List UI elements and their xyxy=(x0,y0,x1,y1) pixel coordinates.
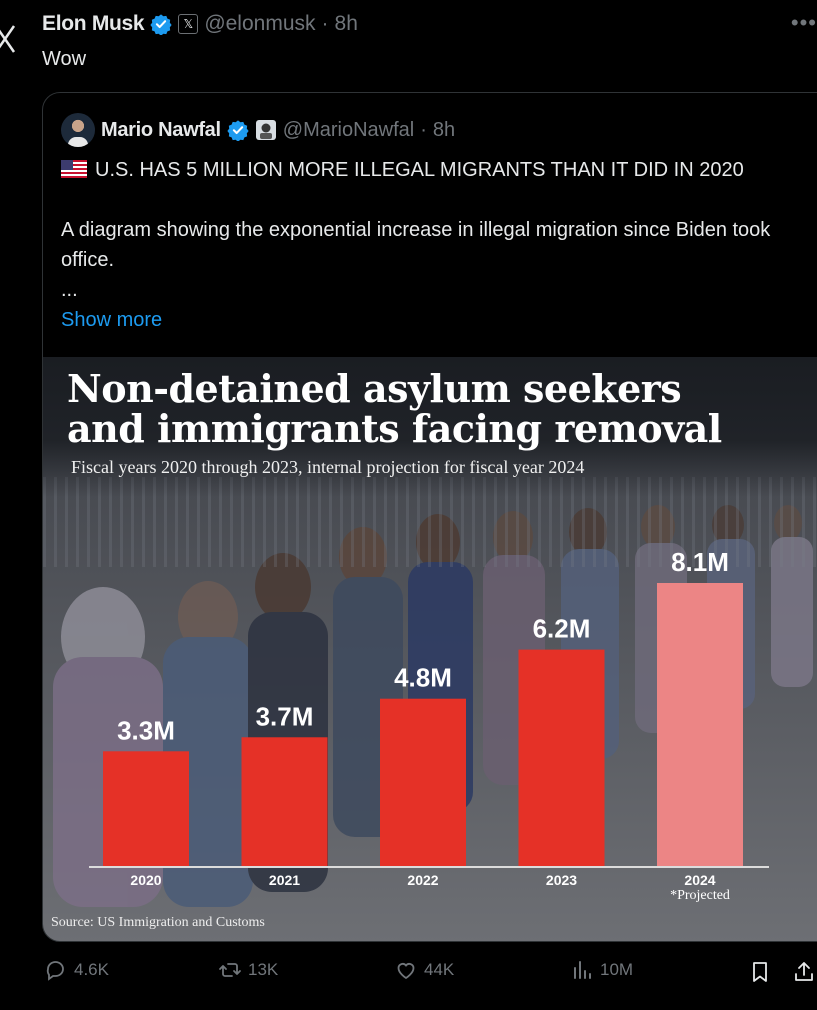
quoted-author-handle[interactable]: @MarioNawfal xyxy=(282,118,415,141)
action-bar: 4.6K 13K 44K 10M xyxy=(0,958,817,998)
data-label-2020: 3.3M xyxy=(117,715,175,745)
chart-subtitle: Fiscal years 2020 through 2023, internal… xyxy=(71,457,585,477)
separator-dot: · xyxy=(321,12,329,35)
post-header: Elon Musk 𝕏 @elonmusk · 8h xyxy=(42,10,358,38)
data-label-2023: 6.2M xyxy=(533,614,591,644)
bar-2024 xyxy=(657,583,743,867)
quoted-post[interactable]: Mario Nawfal @MarioNawfal · 8h U.S. HAS … xyxy=(42,92,817,942)
verified-icon xyxy=(150,14,172,35)
tick-label-2021: 2021 xyxy=(269,872,300,888)
reply-count: 4.6K xyxy=(74,960,109,979)
x-logo-icon[interactable] xyxy=(0,24,18,54)
quoted-post-header: Mario Nawfal @MarioNawfal · 8h xyxy=(61,113,455,147)
us-flag-icon xyxy=(61,160,87,178)
verified-icon xyxy=(227,120,249,141)
repost-count: 13K xyxy=(248,960,279,979)
quoted-post-time[interactable]: 8h xyxy=(432,118,456,141)
chart-source: Source: US Immigration and Customs xyxy=(51,915,265,930)
like-icon xyxy=(397,963,415,980)
more-icon[interactable]: ••• xyxy=(790,10,817,35)
headline-line: U.S. HAS 5 MILLION MORE ILLEGAL MIGRANTS… xyxy=(61,155,801,185)
separator-dot: · xyxy=(420,118,427,141)
chart-title: Non-detained asylum seekers and immigran… xyxy=(67,366,722,451)
projected-note: *Projected xyxy=(670,888,730,903)
repost-icon xyxy=(219,963,241,977)
affiliate-badge-icon[interactable] xyxy=(255,119,277,141)
reply-button[interactable]: 4.6K xyxy=(44,958,109,982)
author-name[interactable]: Elon Musk xyxy=(42,12,145,35)
tick-label-2023: 2023 xyxy=(546,872,577,888)
bar-2020 xyxy=(103,751,189,867)
bar-2023 xyxy=(518,649,605,867)
share-icon[interactable] xyxy=(792,960,816,984)
bar-2021 xyxy=(241,737,328,867)
tick-label-2022: 2022 xyxy=(407,872,438,888)
views-count: 10M xyxy=(600,960,634,979)
ellipsis: ... xyxy=(61,279,78,301)
like-count: 44K xyxy=(424,960,455,979)
author-handle[interactable]: @elonmusk xyxy=(204,12,316,35)
like-button[interactable]: 44K xyxy=(394,958,454,982)
tick-label-2024: 2024 xyxy=(684,872,715,888)
post-text: Wow xyxy=(42,48,87,70)
reply-icon xyxy=(46,961,64,981)
quoted-post-text: U.S. HAS 5 MILLION MORE ILLEGAL MIGRANTS… xyxy=(61,155,801,335)
quoted-headline: U.S. HAS 5 MILLION MORE ILLEGAL MIGRANTS… xyxy=(95,159,744,181)
quoted-body: A diagram showing the exponential increa… xyxy=(61,219,771,271)
tick-label-2020: 2020 xyxy=(130,872,161,888)
chart-image[interactable]: Non-detained asylum seekers and immigran… xyxy=(43,357,817,941)
x-affiliate-icon[interactable]: 𝕏 xyxy=(178,14,199,34)
bar-2022 xyxy=(380,698,466,867)
views-icon xyxy=(574,961,591,979)
show-more-link[interactable]: Show more xyxy=(61,309,163,331)
post-time[interactable]: 8h xyxy=(334,12,358,35)
quoted-author-name[interactable]: Mario Nawfal xyxy=(101,118,221,141)
data-label-2024: 8.1M xyxy=(671,547,729,577)
bookmark-icon[interactable] xyxy=(748,960,772,984)
title-shade xyxy=(43,357,817,497)
avatar[interactable] xyxy=(61,113,95,147)
views-button[interactable]: 10M xyxy=(570,958,633,982)
data-label-2022: 4.8M xyxy=(394,663,452,693)
data-label-2021: 3.7M xyxy=(256,701,314,731)
repost-button[interactable]: 13K xyxy=(218,958,278,982)
bar-chart: 3.3M 2020 3.7M 2021 4.8M 2022 6.2M 2023 8.1M 2024… xyxy=(89,547,769,903)
